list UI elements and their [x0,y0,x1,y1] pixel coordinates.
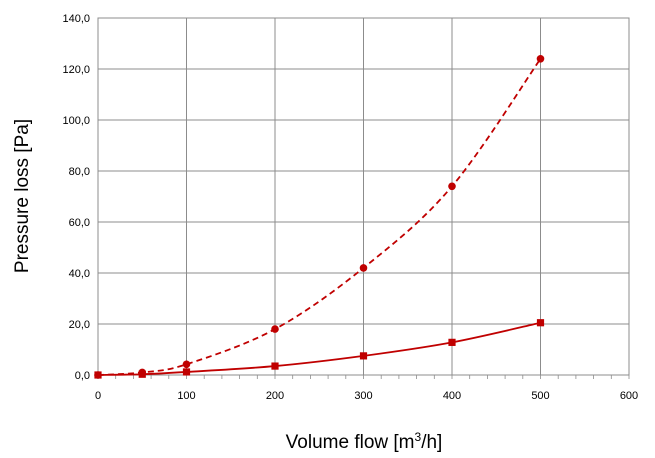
series-1-point [359,264,368,272]
x-axis-title: Volume flow [m3/h] [286,430,443,453]
x-minor-ticks [97,375,630,379]
y-tick-labels: 0,0 20,0 40,0 60,0 80,0 100,0 120,0 140,0 [62,13,90,382]
y-tick-label: 0,0 [75,370,90,382]
x-tick-label: 100 [177,390,195,402]
x-tick-label: 0 [95,390,101,402]
series-line-1 [97,58,542,376]
x-tick-label: 500 [531,390,549,402]
series-2-point [536,319,545,327]
y-tick-label: 20,0 [69,319,90,331]
y-tick-label: 140,0 [62,13,90,25]
series-2-point [138,370,146,378]
series-2-point [94,371,102,379]
series-1-point [536,55,545,63]
series-2-point [448,338,456,346]
x-tick-labels: 0 100 200 300 400 500 600 [95,390,638,402]
y-tick-label: 100,0 [62,115,90,127]
series-layer [94,55,545,379]
series-1-point [182,360,191,369]
series-2-point [182,368,191,376]
plot-frame [97,17,630,376]
series-1-point [271,325,279,333]
series-2-point [359,352,368,360]
x-tick-label: 200 [266,390,284,402]
y-tick-label: 120,0 [62,64,90,76]
y-tick-label: 80,0 [69,166,90,178]
series-2-point [271,362,279,370]
y-tick-label: 60,0 [69,217,90,229]
grid-lines [97,17,630,376]
x-tick-label: 300 [354,390,372,402]
x-tick-label: 600 [620,390,638,402]
series-1-point [448,182,456,191]
x-tick-label: 400 [443,390,461,402]
y-tick-label: 40,0 [69,268,90,280]
series-line-2 [97,321,541,376]
y-axis-title: Pressure loss [Pa] [12,119,33,273]
